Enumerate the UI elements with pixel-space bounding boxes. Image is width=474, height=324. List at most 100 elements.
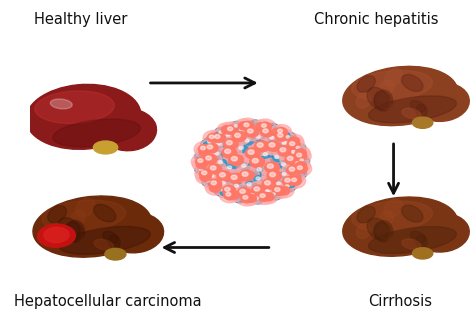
Circle shape	[270, 127, 279, 134]
Circle shape	[267, 125, 285, 139]
Ellipse shape	[378, 227, 391, 240]
Circle shape	[285, 173, 306, 188]
Circle shape	[255, 126, 259, 128]
Circle shape	[292, 173, 301, 179]
Circle shape	[205, 143, 218, 153]
Circle shape	[264, 189, 273, 195]
Circle shape	[264, 132, 281, 144]
Circle shape	[221, 122, 243, 138]
Circle shape	[234, 119, 253, 133]
Ellipse shape	[210, 132, 293, 192]
Ellipse shape	[343, 66, 457, 126]
Circle shape	[203, 164, 207, 167]
Circle shape	[208, 140, 211, 143]
Ellipse shape	[58, 218, 80, 240]
Circle shape	[295, 145, 303, 151]
Ellipse shape	[374, 221, 393, 242]
Circle shape	[224, 139, 238, 149]
Circle shape	[206, 156, 211, 160]
Ellipse shape	[93, 141, 118, 154]
Circle shape	[212, 133, 226, 143]
Circle shape	[221, 126, 233, 134]
Circle shape	[292, 143, 299, 149]
Ellipse shape	[402, 239, 421, 249]
Circle shape	[273, 154, 283, 161]
Circle shape	[218, 188, 231, 198]
Circle shape	[199, 168, 203, 170]
Circle shape	[280, 171, 290, 178]
Circle shape	[287, 156, 293, 160]
Circle shape	[294, 152, 307, 161]
Circle shape	[267, 125, 283, 136]
Circle shape	[271, 128, 293, 145]
Circle shape	[237, 145, 247, 153]
Circle shape	[252, 185, 265, 195]
Circle shape	[267, 170, 282, 181]
Circle shape	[219, 188, 240, 203]
Circle shape	[227, 128, 251, 145]
Circle shape	[245, 181, 255, 189]
Text: Chronic hepatitis: Chronic hepatitis	[314, 12, 438, 27]
Circle shape	[255, 197, 258, 199]
Circle shape	[254, 176, 264, 183]
Circle shape	[268, 125, 276, 131]
Circle shape	[265, 123, 279, 133]
Circle shape	[263, 129, 268, 133]
Circle shape	[228, 173, 243, 184]
Circle shape	[206, 179, 219, 188]
Circle shape	[220, 190, 228, 195]
Circle shape	[208, 164, 222, 174]
Circle shape	[248, 150, 254, 154]
Circle shape	[219, 180, 229, 187]
Circle shape	[244, 153, 270, 171]
Circle shape	[291, 161, 312, 176]
Circle shape	[250, 156, 264, 168]
Circle shape	[228, 166, 232, 169]
Circle shape	[231, 175, 237, 179]
Circle shape	[271, 188, 284, 197]
Circle shape	[263, 153, 267, 156]
Circle shape	[203, 142, 211, 147]
Circle shape	[208, 181, 216, 186]
Circle shape	[263, 193, 274, 201]
Circle shape	[235, 133, 240, 137]
Circle shape	[237, 126, 247, 133]
Circle shape	[251, 122, 259, 128]
Circle shape	[255, 134, 264, 141]
Circle shape	[205, 181, 225, 195]
Circle shape	[197, 149, 213, 160]
Ellipse shape	[343, 197, 457, 256]
Ellipse shape	[48, 205, 66, 223]
Circle shape	[284, 184, 292, 190]
Circle shape	[273, 186, 285, 195]
Circle shape	[200, 173, 211, 181]
Circle shape	[228, 155, 244, 166]
Circle shape	[199, 168, 212, 177]
Circle shape	[230, 126, 237, 132]
Circle shape	[283, 177, 296, 186]
Ellipse shape	[44, 227, 69, 243]
Circle shape	[262, 124, 266, 127]
Circle shape	[219, 135, 243, 153]
Circle shape	[249, 137, 274, 156]
Ellipse shape	[368, 96, 456, 123]
Ellipse shape	[374, 92, 391, 110]
Circle shape	[240, 163, 250, 170]
Circle shape	[229, 190, 245, 201]
Circle shape	[257, 175, 281, 193]
Circle shape	[257, 168, 261, 171]
Circle shape	[296, 156, 310, 166]
Circle shape	[261, 186, 276, 198]
Circle shape	[234, 125, 238, 127]
Circle shape	[274, 156, 279, 158]
Circle shape	[275, 132, 288, 141]
Ellipse shape	[76, 198, 94, 217]
Circle shape	[249, 192, 258, 199]
Circle shape	[275, 181, 284, 188]
Circle shape	[213, 156, 230, 169]
Circle shape	[226, 192, 231, 196]
Circle shape	[194, 152, 208, 162]
Ellipse shape	[35, 91, 114, 123]
Circle shape	[292, 143, 306, 154]
Circle shape	[255, 119, 276, 134]
